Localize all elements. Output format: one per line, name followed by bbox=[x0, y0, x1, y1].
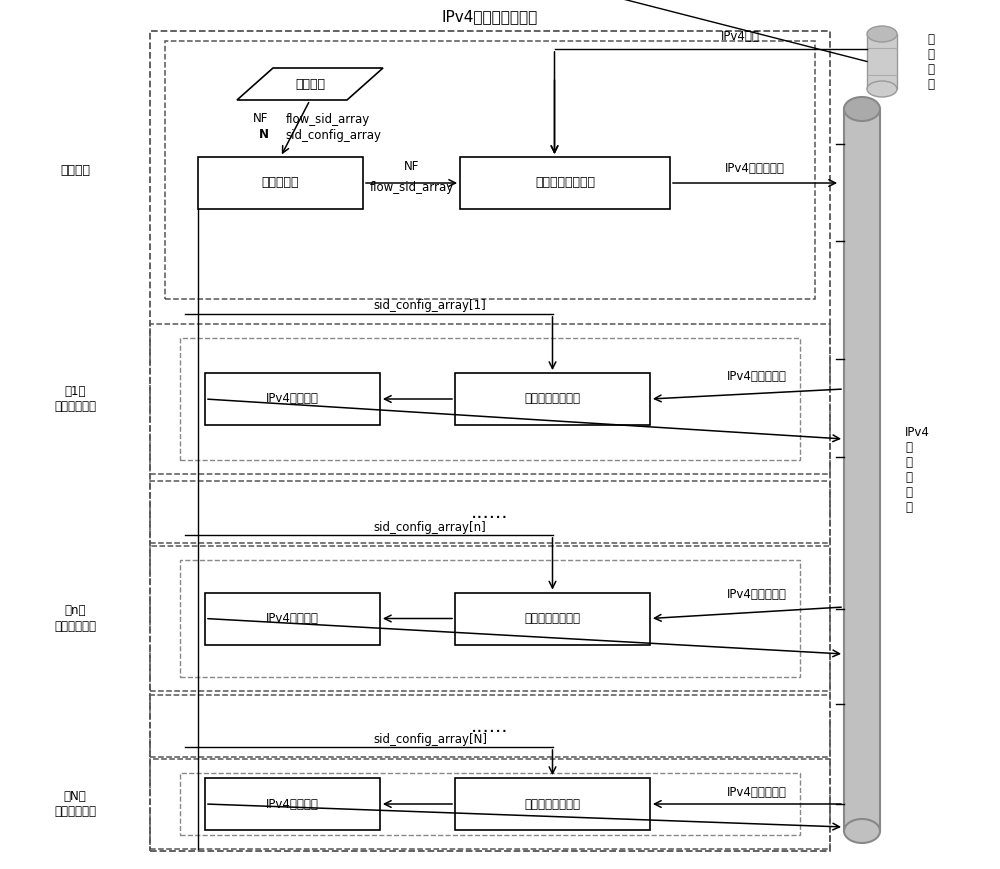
Bar bbox=[205, 778, 380, 830]
Bar bbox=[455, 373, 650, 425]
Bar bbox=[150, 324, 830, 474]
Text: ......: ...... bbox=[471, 502, 509, 521]
Text: 第1个
报文转发节点: 第1个 报文转发节点 bbox=[54, 385, 96, 413]
Text: IPv4转发部分: IPv4转发部分 bbox=[266, 612, 319, 625]
Text: 报文转发处理模块: 报文转发处理模块 bbox=[524, 393, 580, 406]
Text: sid_config_array[n]: sid_config_array[n] bbox=[374, 521, 486, 534]
Text: IPv4报文: IPv4报文 bbox=[721, 30, 760, 43]
Bar bbox=[150, 546, 830, 691]
Text: IPv4转发部分: IPv4转发部分 bbox=[266, 393, 319, 406]
Text: NF: NF bbox=[404, 161, 419, 174]
Ellipse shape bbox=[867, 26, 897, 42]
Text: 外
部
网
络: 外 部 网 络 bbox=[927, 33, 934, 91]
Text: 报文转发处理模块: 报文转发处理模块 bbox=[524, 798, 580, 811]
Bar bbox=[867, 34, 897, 89]
Text: N: N bbox=[258, 129, 268, 142]
Text: IPv4
段
路
由
网
络: IPv4 段 路 由 网 络 bbox=[905, 426, 930, 514]
Bar bbox=[150, 31, 830, 851]
Text: 第N个
报文转发节点: 第N个 报文转发节点 bbox=[54, 790, 96, 818]
Bar bbox=[844, 109, 880, 831]
Bar bbox=[165, 41, 815, 299]
Bar bbox=[455, 593, 650, 645]
Text: 报文转发处理模块: 报文转发处理模块 bbox=[524, 612, 580, 625]
Text: IPv4段路由转发系统: IPv4段路由转发系统 bbox=[442, 10, 538, 24]
Text: IPv4段路由报文: IPv4段路由报文 bbox=[727, 370, 787, 383]
Bar bbox=[150, 695, 830, 757]
Text: flow_sid_array: flow_sid_array bbox=[369, 181, 454, 194]
Bar bbox=[205, 593, 380, 645]
Bar bbox=[150, 481, 830, 543]
Bar bbox=[198, 157, 363, 209]
Text: sid_config_array: sid_config_array bbox=[286, 129, 382, 142]
Bar bbox=[180, 773, 800, 835]
Bar bbox=[205, 373, 380, 425]
Text: 初始化模块: 初始化模块 bbox=[262, 176, 299, 189]
Text: IPv4转发部分: IPv4转发部分 bbox=[266, 798, 319, 811]
Bar bbox=[180, 560, 800, 677]
Polygon shape bbox=[237, 68, 383, 100]
Text: IPv4段路由报文: IPv4段路由报文 bbox=[727, 786, 787, 799]
Ellipse shape bbox=[867, 81, 897, 97]
Text: NF: NF bbox=[253, 112, 268, 125]
Ellipse shape bbox=[844, 819, 880, 843]
Bar bbox=[460, 157, 670, 209]
Bar bbox=[455, 778, 650, 830]
Text: flow_sid_array: flow_sid_array bbox=[286, 112, 370, 125]
Text: 第n个
报文转发节点: 第n个 报文转发节点 bbox=[54, 605, 96, 633]
Bar bbox=[180, 338, 800, 460]
Text: IPv4段路由报文: IPv4段路由报文 bbox=[725, 163, 785, 176]
Text: sid_config_array[N]: sid_config_array[N] bbox=[373, 733, 487, 746]
Text: sid_config_array[1]: sid_config_array[1] bbox=[374, 300, 486, 313]
Bar bbox=[150, 759, 830, 849]
Text: 报文构建发送模块: 报文构建发送模块 bbox=[535, 176, 595, 189]
Text: 配置文件: 配置文件 bbox=[295, 77, 325, 90]
Ellipse shape bbox=[844, 97, 880, 121]
Text: ......: ...... bbox=[471, 717, 509, 735]
Text: 网关节点: 网关节点 bbox=[60, 163, 90, 176]
Text: IPv4段路由报文: IPv4段路由报文 bbox=[727, 588, 787, 601]
